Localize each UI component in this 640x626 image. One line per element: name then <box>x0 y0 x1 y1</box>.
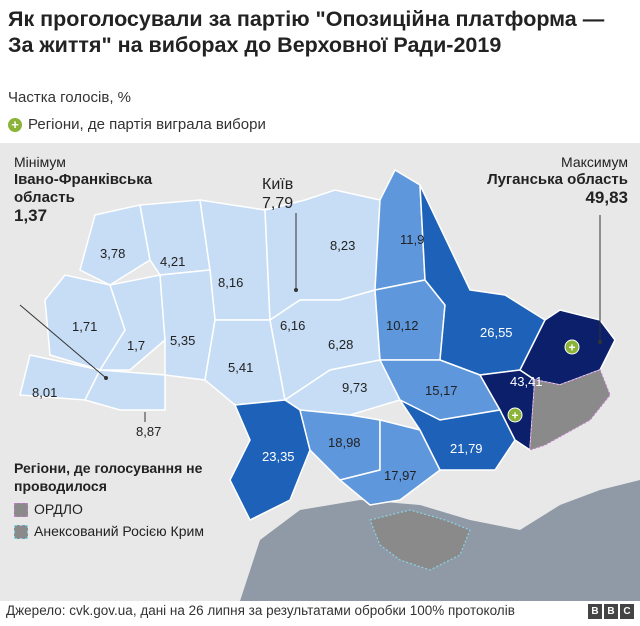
value-chernihiv: 11,9 <box>400 232 425 247</box>
chart-title: Як проголосували за партію "Опозиційна п… <box>8 7 605 57</box>
legend-ordlo-label: ОРДЛО <box>34 501 83 517</box>
value-khmelnytskyi: 5,35 <box>170 333 196 348</box>
value-zakarpattia: 8,01 <box>32 385 58 400</box>
no-election-heading: Регіони, де голосування не проводилося <box>14 460 203 494</box>
value-lviv: 1,71 <box>72 319 98 334</box>
maximum-region: Луганська область <box>487 171 628 188</box>
map-area: + + <box>0 143 640 601</box>
value-kirovohrad: 9,73 <box>342 380 368 395</box>
bbc-letter-c: C <box>620 604 634 619</box>
value-mykolaiv: 18,98 <box>328 435 361 450</box>
svg-text:+: + <box>511 409 518 423</box>
value-kyiv-center: 6,16 <box>280 318 306 333</box>
region-crimea <box>369 509 471 571</box>
region-khmelnytskyi <box>159 269 216 381</box>
region-chernivtsi <box>83 369 166 411</box>
region-volyn <box>79 204 151 286</box>
minimum-value: 1,37 <box>14 206 48 225</box>
bbc-logo: B B C <box>588 604 634 619</box>
value-kherson: 17,97 <box>384 468 417 483</box>
bbc-letter-b1: B <box>588 604 602 619</box>
kyiv-annotation: Київ 7,79 <box>262 175 293 213</box>
winner-legend-label: Регіони, де партія виграла вибори <box>28 116 266 133</box>
chart-subtitle: Частка голосів, % <box>8 89 132 106</box>
winner-marker-donetsk: + <box>507 407 523 423</box>
minimum-heading: Мінімум <box>14 154 66 170</box>
kyiv-name: Київ <box>262 176 294 193</box>
bbc-letter-b2: B <box>604 604 618 619</box>
winner-legend: + Регіони, де партія виграла вибори <box>8 116 266 133</box>
value-zhytomyr: 8,16 <box>218 275 244 290</box>
value-dnipro: 15,17 <box>425 383 458 398</box>
value-rivne: 4,21 <box>160 254 186 269</box>
value-kyiv-oblast: 8,23 <box>330 238 356 253</box>
value-volyn: 3,78 <box>100 246 126 261</box>
region-zaporizhzhia <box>397 398 516 471</box>
value-odesa: 23,35 <box>262 449 295 464</box>
region-ordlo <box>529 369 611 451</box>
region-chernihiv <box>374 168 426 291</box>
value-zaporizhzhia: 21,79 <box>450 441 483 456</box>
maximum-annotation: Максимум Луганська область 49,83 <box>487 153 628 207</box>
ordlo-swatch <box>14 503 28 517</box>
min-leader-line <box>19 304 107 379</box>
legend-ordlo: ОРДЛО <box>14 500 83 518</box>
minimum-annotation: Мінімум Івано-Франківська область 1,37 <box>14 153 184 225</box>
value-chernivtsi: 8,87 <box>136 424 162 439</box>
footer <box>0 601 640 626</box>
value-donetsk: 43,41 <box>510 374 543 389</box>
value-ternopil: 1,7 <box>127 338 146 353</box>
legend-crimea-label: Анексований Росією Крим <box>34 523 204 539</box>
value-cherkasy: 6,28 <box>328 337 354 352</box>
plus-icon: + <box>8 117 22 132</box>
value-vinnytsia: 5,41 <box>228 360 254 375</box>
value-poltava: 10,12 <box>386 318 419 333</box>
maximum-heading: Максимум <box>561 154 628 170</box>
kyiv-value: 7,79 <box>262 195 294 212</box>
winner-marker-luhansk: + <box>564 339 580 355</box>
source-text: Джерело: cvk.gov.ua, дані на 26 липня за… <box>6 603 515 618</box>
legend-crimea: Анексований Росією Крим <box>14 522 204 540</box>
crimea-swatch <box>14 525 28 539</box>
ukraine-map: + + <box>19 168 640 601</box>
svg-text:+: + <box>568 341 575 355</box>
maximum-value: 49,83 <box>585 188 628 207</box>
value-sumy-kharkiv: 26,55 <box>480 325 513 340</box>
minimum-region: Івано-Франківська область <box>14 171 153 206</box>
region-odesa <box>229 399 311 522</box>
